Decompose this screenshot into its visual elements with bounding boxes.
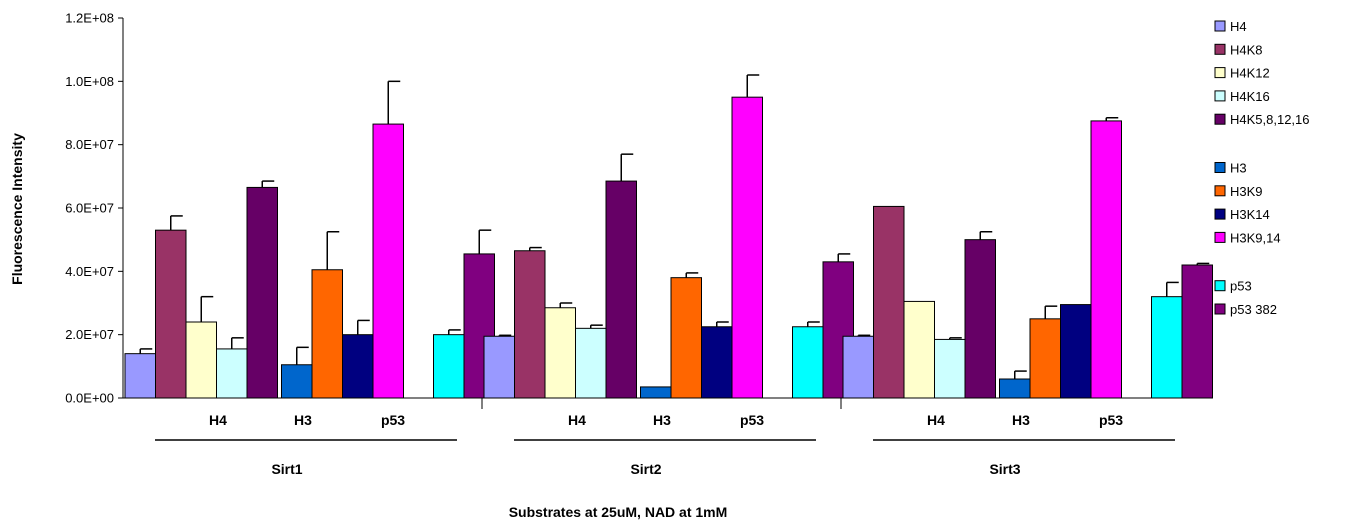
y-tick-label: 0.0E+00 [65,391,114,406]
y-tick-label: 1.2E+08 [65,11,114,26]
group-label-h3: H3 [294,412,312,428]
legend-label: H4K16 [1230,89,1270,104]
legend-swatch [1214,43,1226,55]
legend-swatch [1214,303,1226,315]
legend-item-p53: p53 [1214,279,1252,294]
legend-item-h3k9: H3K9 [1214,184,1263,199]
bar-sirt1-h3 [281,364,313,399]
group-label-p53: p53 [381,412,405,428]
bar-sirt3-h3k9-14 [1090,120,1122,399]
legend-item-h4k12: H4K12 [1214,66,1270,81]
bar-sirt2-h3k9-14 [731,96,763,399]
group-label-h4: H4 [209,412,227,428]
legend-swatch [1214,20,1226,32]
legend-swatch [1214,90,1226,102]
bar-sirt3-p53-382 [1181,264,1213,399]
enzyme-label-sirt1: Sirt1 [271,461,302,477]
legend-label: H3K9 [1230,184,1263,199]
y-tick-label: 4.0E+07 [65,264,114,279]
legend-item-h4k5-8-12-16: H4K5,8,12,16 [1214,112,1310,127]
legend-label: H3K14 [1230,207,1270,222]
legend-item-h3: H3 [1214,161,1247,176]
bar-sirt1-h4 [124,353,156,399]
bar-sirt3-h4k12 [903,300,935,399]
group-label-h4: H4 [568,412,586,428]
legend-label: H4K8 [1230,42,1263,57]
bar-sirt3-h3k9 [1029,318,1061,399]
x-axis-label: Substrates at 25uM, NAD at 1mM [509,504,728,520]
group-label-h4: H4 [927,412,945,428]
y-axis-label: Fluorescence Intensity [9,133,25,285]
legend-item-p53-382: p53 382 [1214,302,1277,317]
bar-sirt2-h3k14 [701,326,733,399]
group-label-p53: p53 [740,412,764,428]
legend-swatch [1214,67,1226,79]
enzyme-label-sirt3: Sirt3 [989,461,1020,477]
legend-swatch [1214,185,1226,197]
bar-sirt2-p53 [792,326,824,399]
bar-sirt2-h3 [640,386,672,399]
legend-label: H4K12 [1230,66,1270,81]
y-axis: 0.0E+00 2.0E+07 4.0E+07 6.0E+07 8.0E+07 1.0E+… [65,11,124,406]
group-label-p53: p53 [1099,412,1123,428]
bar-sirt2-h4k16 [575,327,607,399]
bar-sirt3-h3 [999,378,1031,399]
bar-sirt2-h4k5-8-12-16 [605,180,637,399]
bar-sirt1-p53 [433,334,465,399]
bar-sirt2-h4k12 [544,307,576,399]
bar-sirt1-h3k14 [342,334,374,399]
legend-label: H4 [1230,19,1247,34]
legend-swatch [1214,162,1226,173]
y-tick-label: 6.0E+07 [65,201,114,216]
group-label-h3: H3 [1012,412,1030,428]
bar-sirt3-h3k14 [1060,304,1092,399]
bar-sirt2-h4k8 [514,250,546,399]
bar-sirt1-h4k5-8-12-16 [246,186,278,399]
y-tick-label: 2.0E+07 [65,327,114,342]
legend-label: p53 382 [1230,302,1277,317]
bar-sirt2-h4 [483,335,515,399]
legend-swatch [1214,231,1226,243]
enzyme-label-sirt2: Sirt2 [630,461,661,477]
legend-swatch [1214,208,1226,220]
legend-label: p53 [1230,279,1252,294]
legend-item-h4k16: H4K16 [1214,89,1270,104]
bar-sirt3-h4k16 [934,338,966,399]
bar-sirt3-p53 [1151,296,1183,399]
legend-item-h3k14: H3K14 [1214,207,1270,222]
bar-sirt3-h4 [842,335,874,399]
bars [124,74,1213,399]
x-axis: H4 H3 p53 Sirt1 H4 H3 p53 Sirt2 H4 H3 p53 Sirt3 [123,397,1200,477]
y-tick-label: 8.0E+07 [65,137,114,152]
legend-label: H4K5,8,12,16 [1230,112,1310,127]
group-label-h3: H3 [653,412,671,428]
bar-sirt1-h4k12 [185,321,217,399]
legend-item-h4: H4 [1214,19,1247,34]
y-tick-label: 1.0E+08 [65,74,114,89]
bar-sirt2-h3k9 [670,277,702,399]
legend-swatch [1214,113,1226,125]
legend-item-h4k8: H4K8 [1214,42,1263,57]
legend: H4 H4K8 H4K12 H4K16 H4K5,8,12,16 H3 H3K9 H3K14 H… [1214,19,1310,317]
bar-sirt1-h4k16 [216,348,248,399]
legend-label: H3 [1230,161,1247,176]
legend-item-h3k9-14: H3K9,14 [1214,230,1281,245]
bar-sirt1-h3k9-14 [372,123,404,399]
legend-swatch [1214,280,1226,292]
bar-sirt3-h4k8 [873,205,905,399]
bar-sirt1-h3k9 [311,269,343,399]
bar-sirt3-h4k5-8-12-16 [964,239,996,399]
bar-sirt1-h4k8 [155,229,187,399]
legend-label: H3K9,14 [1230,230,1281,245]
